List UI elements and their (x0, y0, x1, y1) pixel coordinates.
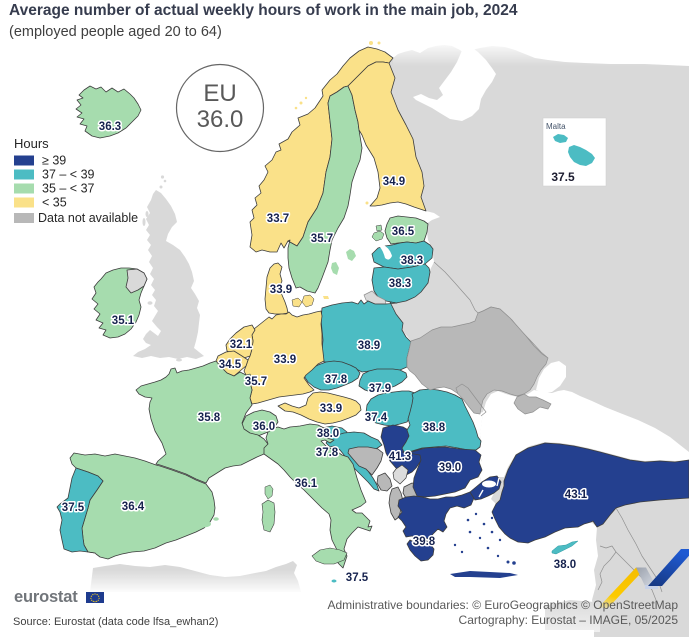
svg-text:33.9: 33.9 (274, 354, 296, 366)
svg-text:36.3: 36.3 (99, 121, 121, 133)
svg-text:33.9: 33.9 (320, 403, 342, 415)
svg-text:35.8: 35.8 (198, 412, 221, 424)
svg-text:38.0: 38.0 (317, 428, 339, 440)
svg-text:37 – < 39: 37 – < 39 (42, 168, 95, 182)
svg-text:36.0: 36.0 (197, 106, 244, 133)
svg-text:38.3: 38.3 (401, 255, 423, 267)
svg-text:35 – < 37: 35 – < 37 (42, 182, 95, 196)
svg-text:37.5: 37.5 (551, 170, 575, 184)
svg-text:Hours: Hours (14, 136, 49, 151)
svg-text:37.9: 37.9 (369, 383, 391, 395)
svg-text:43.1: 43.1 (565, 489, 588, 501)
svg-text:33.7: 33.7 (267, 213, 289, 225)
svg-text:36.1: 36.1 (295, 478, 318, 490)
svg-text:38.0: 38.0 (554, 559, 576, 571)
svg-text:37.8: 37.8 (325, 374, 348, 386)
svg-text:39.0: 39.0 (439, 462, 461, 474)
svg-text:36.0: 36.0 (253, 421, 275, 433)
svg-text:EU: EU (203, 80, 236, 107)
svg-text:35.7: 35.7 (311, 233, 333, 245)
svg-text:35.1: 35.1 (112, 315, 135, 327)
svg-text:34.9: 34.9 (383, 176, 405, 188)
svg-text:Malta: Malta (546, 122, 566, 131)
svg-text:41.3: 41.3 (389, 451, 411, 463)
svg-text:36.4: 36.4 (122, 501, 145, 513)
svg-text:34.5: 34.5 (219, 359, 242, 371)
svg-text:37.4: 37.4 (365, 412, 388, 424)
svg-text:37.5: 37.5 (62, 502, 85, 514)
svg-text:< 35: < 35 (42, 196, 67, 210)
svg-text:33.9: 33.9 (270, 284, 292, 296)
svg-text:38.3: 38.3 (389, 278, 411, 290)
svg-text:Data not available: Data not available (38, 211, 138, 225)
svg-text:32.1: 32.1 (230, 339, 253, 351)
svg-text:36.5: 36.5 (392, 226, 415, 238)
svg-text:39.8: 39.8 (413, 536, 436, 548)
svg-text:35.7: 35.7 (245, 376, 267, 388)
svg-text:38.8: 38.8 (423, 422, 446, 434)
svg-text:38.9: 38.9 (358, 340, 380, 352)
svg-text:≥ 39: ≥ 39 (42, 154, 66, 168)
svg-text:37.8: 37.8 (316, 447, 339, 459)
svg-text:37.5: 37.5 (346, 572, 369, 584)
